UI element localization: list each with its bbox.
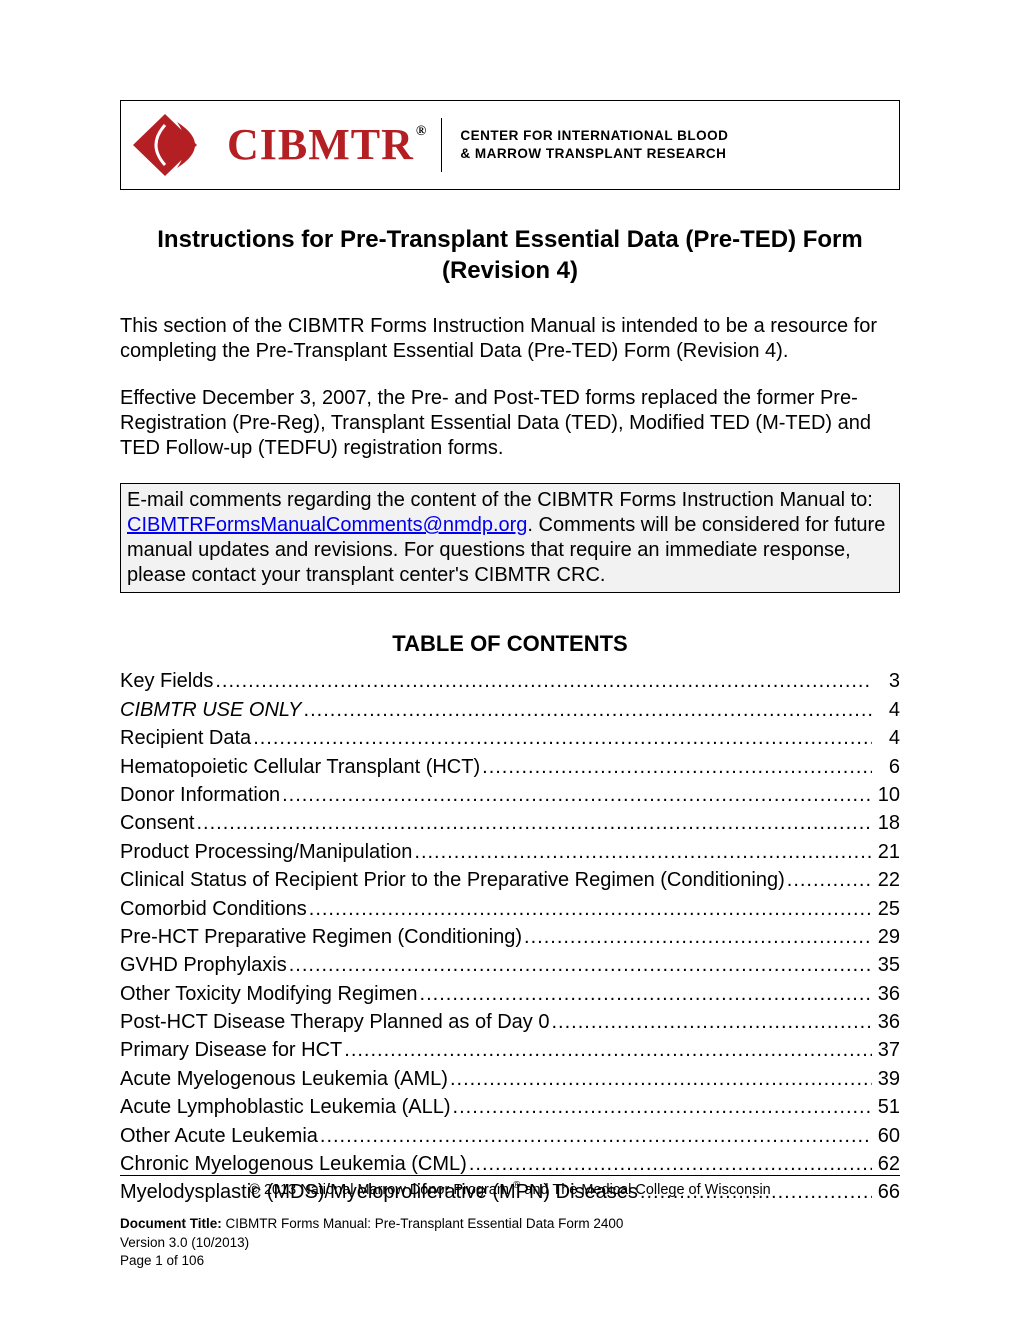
toc-leader-dots (302, 696, 872, 724)
toc-entry[interactable]: Acute Myelogenous Leukemia (AML) 39 (120, 1065, 900, 1093)
registered-mark: ® (416, 125, 427, 139)
toc-leader-dots (480, 753, 872, 781)
toc-entry-page: 22 (872, 866, 900, 894)
toc-leader-dots (280, 781, 872, 809)
toc-entry-label: Donor Information (120, 781, 280, 809)
toc-entry-page: 29 (872, 923, 900, 951)
toc-entry[interactable]: Comorbid Conditions 25 (120, 895, 900, 923)
toc-leader-dots (307, 895, 872, 923)
doc-title-value: CIBMTR Forms Manual: Pre-Transplant Esse… (226, 1216, 624, 1231)
intro-paragraph-1: This section of the CIBMTR Forms Instruc… (120, 314, 900, 364)
document-page: CIBMTR® CENTER FOR INTERNATIONAL BLOOD &… (0, 0, 1020, 1320)
toc-entry-page: 36 (872, 980, 900, 1008)
footer-rule (120, 1175, 900, 1176)
cibmtr-logo-icon (127, 110, 219, 180)
logo-tagline: CENTER FOR INTERNATIONAL BLOOD & MARROW … (460, 127, 728, 163)
toc-entry-page: 35 (872, 951, 900, 979)
toc-leader-dots (785, 866, 872, 894)
copyright-line: © 2013 National Marrow Donor Program ® a… (120, 1180, 900, 1198)
toc-entry-page: 51 (872, 1093, 900, 1121)
logo-header: CIBMTR® CENTER FOR INTERNATIONAL BLOOD &… (120, 100, 900, 190)
toc-entry[interactable]: Donor Information 10 (120, 781, 900, 809)
toc-entry[interactable]: Post-HCT Disease Therapy Planned as of D… (120, 1008, 900, 1036)
table-of-contents: Key Fields3CIBMTR USE ONLY4Recipient Dat… (120, 667, 900, 1206)
toc-leader-dots (251, 724, 872, 752)
toc-heading: TABLE OF CONTENTS (120, 631, 900, 657)
toc-entry-page: 6 (872, 753, 900, 781)
toc-entry[interactable]: Key Fields 3 (120, 667, 900, 695)
doc-title-line: Document Title: CIBMTR Forms Manual: Pre… (120, 1215, 900, 1233)
comment-box: E-mail comments regarding the content of… (120, 483, 900, 593)
doc-version: Version 3.0 (10/2013) (120, 1234, 900, 1252)
toc-leader-dots (318, 1122, 872, 1150)
toc-leader-dots (213, 667, 872, 695)
toc-entry-page: 36 (872, 1008, 900, 1036)
toc-entry-page: 60 (872, 1122, 900, 1150)
toc-entry-label: Acute Lymphoblastic Leukemia (ALL) (120, 1093, 451, 1121)
toc-leader-dots (418, 980, 872, 1008)
page-title: Instructions for Pre-Transplant Essentia… (120, 224, 900, 286)
toc-entry-label: Hematopoietic Cellular Transplant (HCT) (120, 753, 480, 781)
toc-entry-label: Product Processing/Manipulation (120, 838, 412, 866)
toc-entry-page: 18 (872, 809, 900, 837)
toc-entry[interactable]: Other Acute Leukemia 60 (120, 1122, 900, 1150)
toc-entry[interactable]: Consent 18 (120, 809, 900, 837)
toc-entry-label: Pre-HCT Preparative Regimen (Conditionin… (120, 923, 522, 951)
intro-paragraph-2: Effective December 3, 2007, the Pre- and… (120, 386, 900, 461)
toc-leader-dots (412, 838, 872, 866)
toc-entry[interactable]: Pre-HCT Preparative Regimen (Conditionin… (120, 923, 900, 951)
toc-leader-dots (287, 951, 872, 979)
toc-entry-label: GVHD Prophylaxis (120, 951, 287, 979)
toc-entry[interactable]: Clinical Status of Recipient Prior to th… (120, 866, 900, 894)
toc-entry-label: Primary Disease for HCT (120, 1036, 342, 1064)
toc-entry[interactable]: Recipient Data 4 (120, 724, 900, 752)
toc-entry-page: 37 (872, 1036, 900, 1064)
toc-entry-label: Recipient Data (120, 724, 251, 752)
toc-entry-label: Comorbid Conditions (120, 895, 307, 923)
toc-entry[interactable]: Product Processing/Manipulation 21 (120, 838, 900, 866)
toc-entry-page: 39 (872, 1065, 900, 1093)
toc-entry[interactable]: CIBMTR USE ONLY 4 (120, 696, 900, 724)
toc-entry[interactable]: Other Toxicity Modifying Regimen 36 (120, 980, 900, 1008)
toc-entry[interactable]: Primary Disease for HCT 37 (120, 1036, 900, 1064)
doc-page-number: Page 1 of 106 (120, 1252, 900, 1270)
toc-entry-label: Acute Myelogenous Leukemia (AML) (120, 1065, 448, 1093)
toc-leader-dots (549, 1008, 872, 1036)
toc-entry-page: 21 (872, 838, 900, 866)
toc-entry[interactable]: Acute Lymphoblastic Leukemia (ALL) 51 (120, 1093, 900, 1121)
tagline-line-2: & MARROW TRANSPLANT RESEARCH (460, 145, 728, 163)
copyright-text: © 2013 National Marrow Donor Program (249, 1181, 513, 1197)
feedback-email-link[interactable]: CIBMTRFormsManualComments@nmdp.org (127, 514, 527, 536)
toc-entry-label: CIBMTR USE ONLY (120, 696, 302, 724)
toc-leader-dots (451, 1093, 872, 1121)
toc-leader-dots (195, 809, 873, 837)
toc-entry-page: 3 (872, 667, 900, 695)
toc-entry-page: 10 (872, 781, 900, 809)
toc-leader-dots (522, 923, 872, 951)
toc-entry-label: Consent (120, 809, 195, 837)
toc-entry-label: Other Acute Leukemia (120, 1122, 318, 1150)
tagline-line-1: CENTER FOR INTERNATIONAL BLOOD (460, 127, 728, 145)
toc-entry-label: Other Toxicity Modifying Regimen (120, 980, 418, 1008)
logo-divider (441, 118, 442, 172)
toc-entry[interactable]: Hematopoietic Cellular Transplant (HCT) 6 (120, 753, 900, 781)
document-metadata: Document Title: CIBMTR Forms Manual: Pre… (120, 1215, 900, 1270)
logo-acronym: CIBMTR® (227, 123, 427, 167)
toc-entry-page: 4 (872, 724, 900, 752)
toc-entry-page: 4 (872, 696, 900, 724)
toc-entry[interactable]: GVHD Prophylaxis 35 (120, 951, 900, 979)
toc-leader-dots (448, 1065, 872, 1093)
toc-entry-page: 25 (872, 895, 900, 923)
page-footer: © 2013 National Marrow Donor Program ® a… (120, 1175, 900, 1270)
logo-acronym-text: CIBMTR (227, 123, 414, 167)
copyright-after: and The Medical College of Wisconsin (520, 1181, 770, 1197)
toc-entry-label: Key Fields (120, 667, 213, 695)
doc-title-label: Document Title: (120, 1216, 226, 1231)
toc-entry-label: Clinical Status of Recipient Prior to th… (120, 866, 785, 894)
comment-text-before: E-mail comments regarding the content of… (127, 489, 873, 511)
toc-leader-dots (342, 1036, 872, 1064)
toc-entry-label: Post-HCT Disease Therapy Planned as of D… (120, 1008, 549, 1036)
